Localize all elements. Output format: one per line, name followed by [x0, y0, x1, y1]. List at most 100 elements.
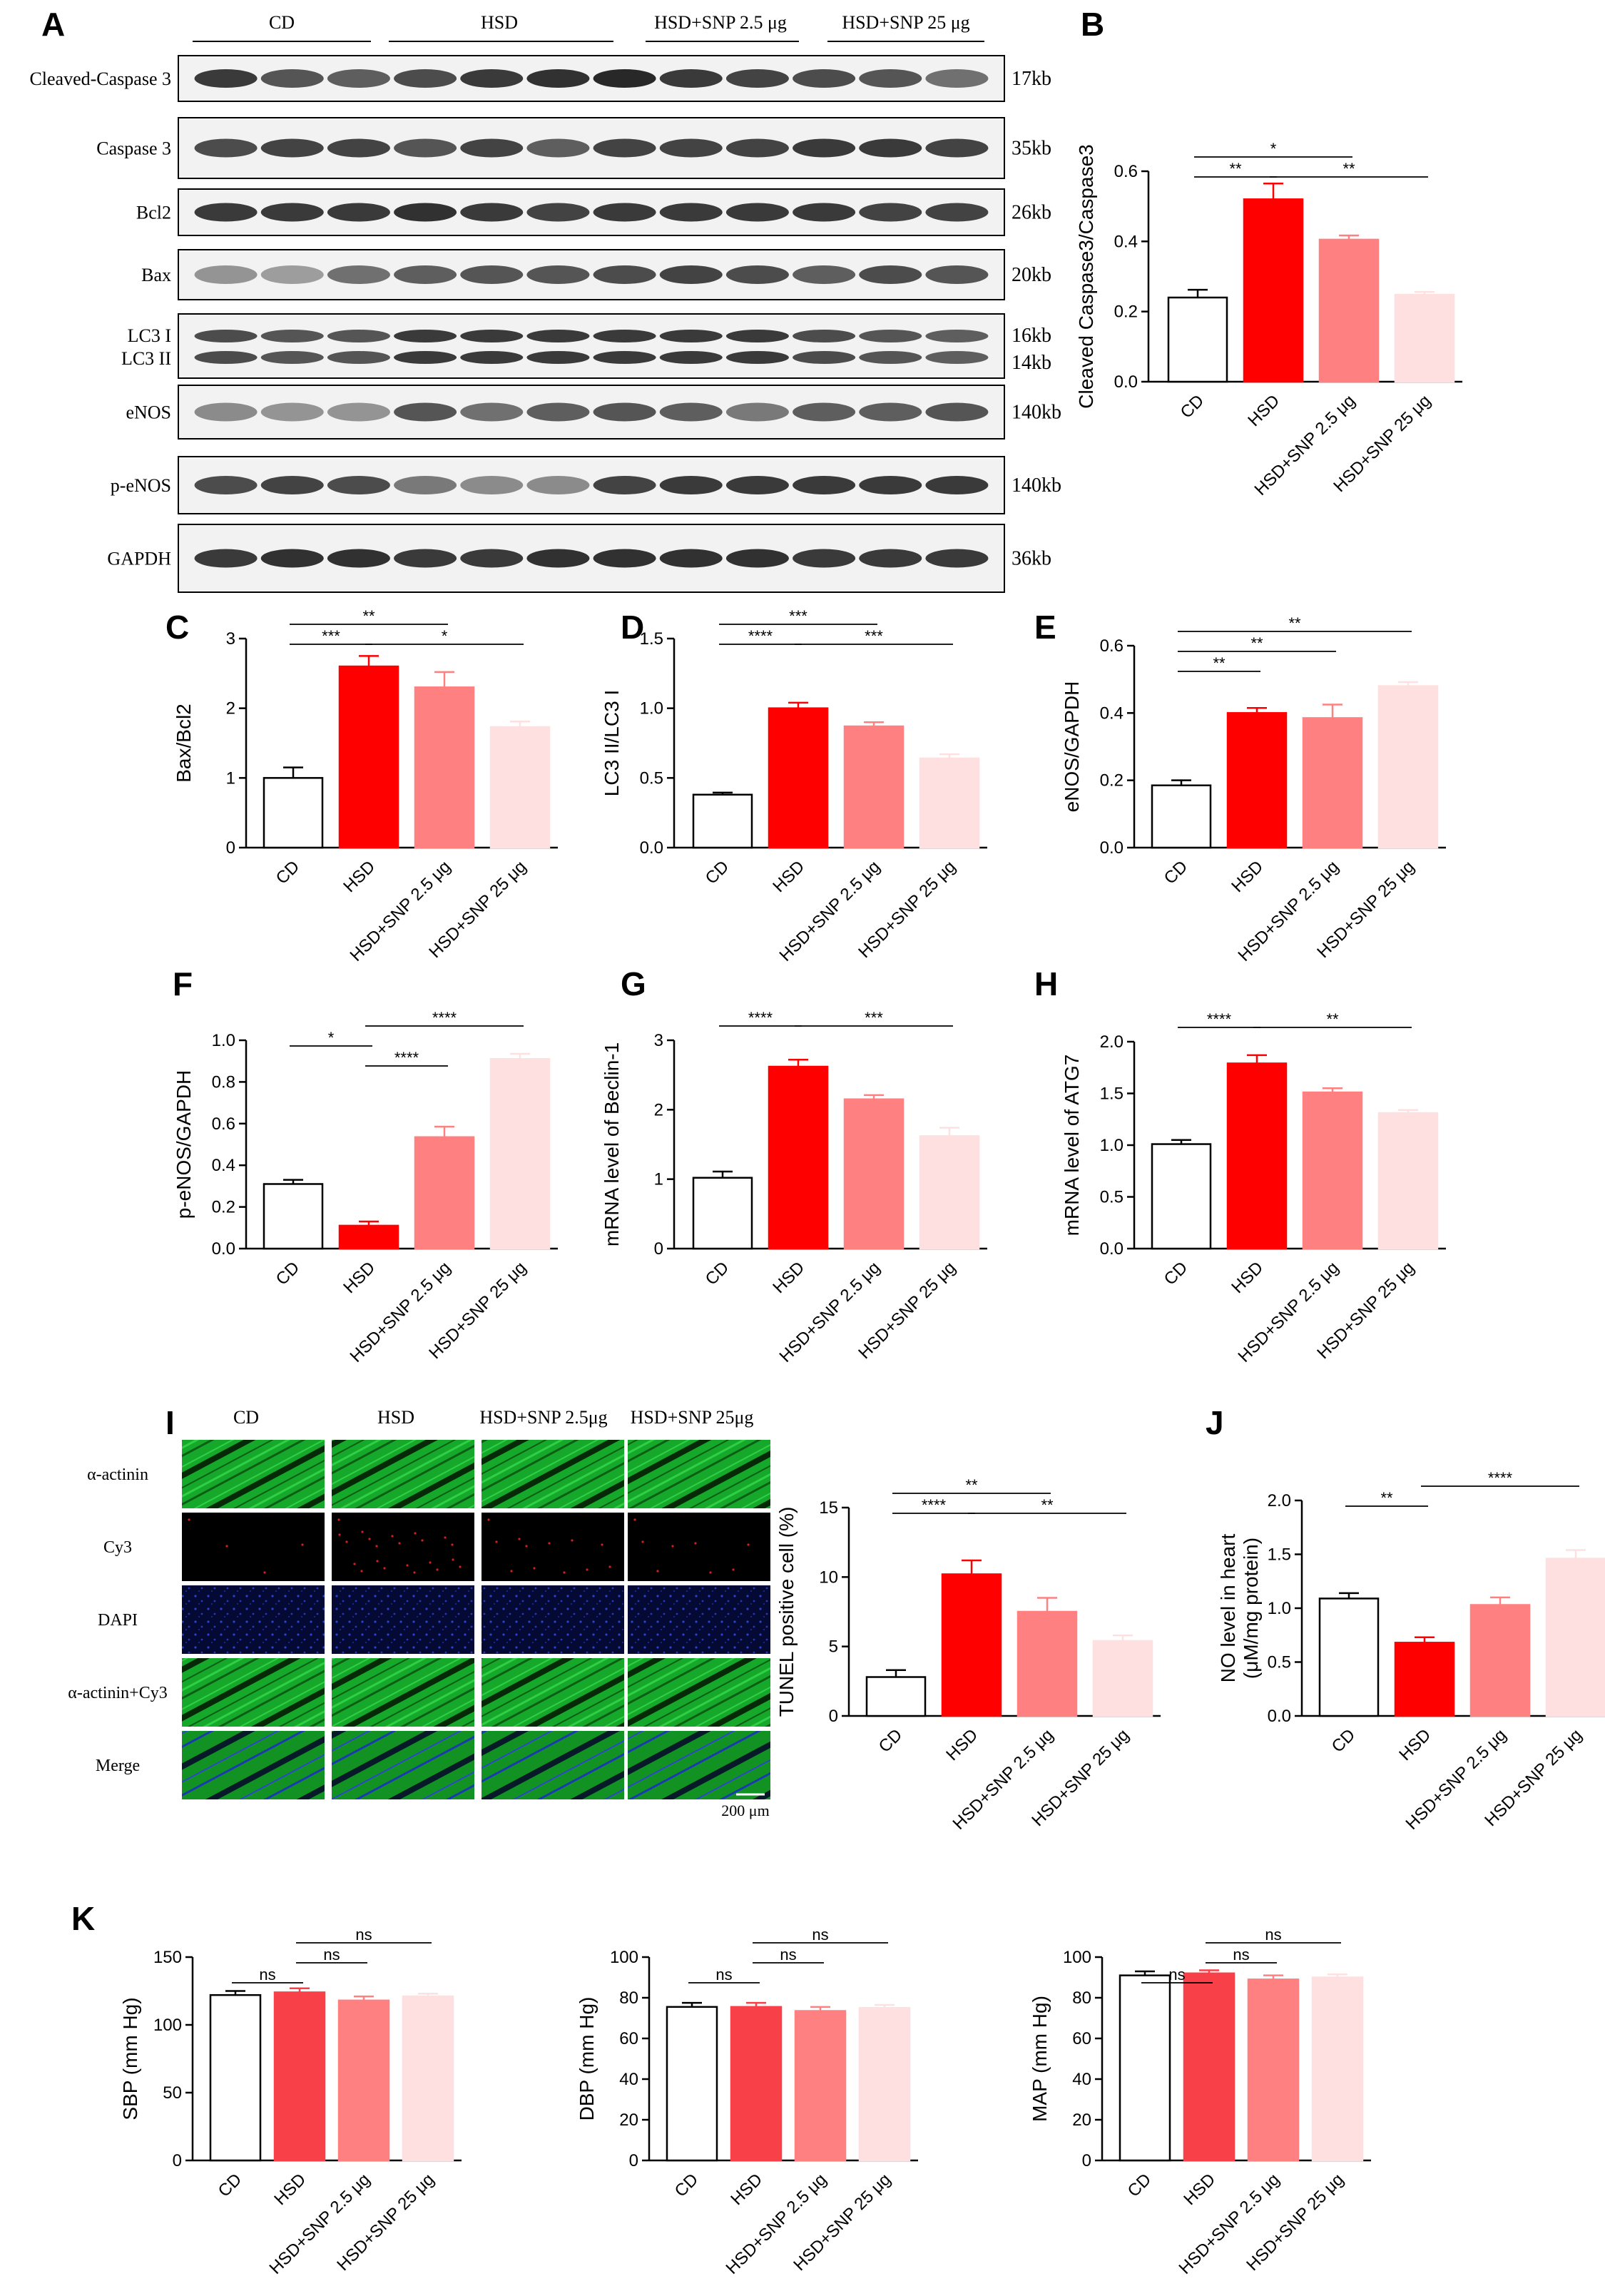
significance-label: ns: [259, 1966, 275, 1983]
bar: [843, 1098, 905, 1250]
bar: [1302, 1091, 1363, 1250]
tunel-dot: [563, 1571, 566, 1574]
micro-column-label: CD: [233, 1407, 259, 1428]
micrograph-tile: [482, 1513, 624, 1581]
blot-band: [460, 203, 524, 222]
y-tick-label: 1.0: [212, 1031, 235, 1050]
tunel-dot: [671, 1545, 674, 1548]
y-tick-label: 1: [226, 768, 235, 788]
blot-band: [793, 138, 856, 158]
significance-label: **: [1342, 160, 1355, 178]
significance-label: ns: [1233, 1946, 1249, 1964]
tunel-dot: [694, 1542, 697, 1545]
chart-b: 0.0 0.2 0.4 0.6 Cleaved Caspase3/Caspase3 CD H…: [1075, 140, 1462, 499]
x-category-label: CD: [1124, 2170, 1156, 2201]
y-tick-label: 1.5: [1268, 1545, 1291, 1565]
tunel-dot: [452, 1558, 454, 1561]
y-tick-label: 0.0: [1100, 838, 1124, 858]
micrograph-tile: [482, 1440, 624, 1508]
significance-label: ns: [780, 1946, 796, 1964]
bar: [1469, 1604, 1531, 1717]
bar: [1151, 1143, 1212, 1250]
y-tick-label: 0: [1082, 2151, 1091, 2170]
y-tick-label: 0: [654, 1239, 663, 1259]
blot-band: [859, 265, 922, 284]
blot-band: [659, 351, 723, 364]
bar: [692, 1177, 753, 1250]
tunel-dot: [608, 1565, 611, 1568]
significance-label: **: [1229, 160, 1242, 178]
bar: [209, 1993, 262, 2162]
blot-band: [327, 138, 390, 158]
tunel-dot: [375, 1545, 378, 1548]
blot-band: [394, 138, 457, 158]
bar: [1318, 238, 1380, 383]
bar: [1247, 1978, 1300, 2162]
tunel-dot: [732, 1568, 735, 1571]
y-tick-label: 60: [619, 2029, 638, 2048]
y-axis-label: NO level in heart: [1217, 1534, 1239, 1683]
y-tick-label: 0.5: [1268, 1653, 1291, 1672]
y-tick-label: 0.4: [212, 1156, 235, 1175]
blot-band: [327, 330, 390, 342]
tunel-dot: [383, 1567, 386, 1570]
micro-column-label: HSD+SNP 2.5μg: [479, 1407, 607, 1428]
blot-row-label: LC3 I: [128, 325, 171, 346]
blot-band: [460, 138, 524, 158]
tunel-dot: [391, 1535, 394, 1538]
significance-label: **: [1213, 654, 1226, 672]
bar: [1302, 717, 1363, 849]
significance-label: **: [1326, 1010, 1339, 1028]
blot-band: [194, 402, 258, 422]
blot-band: [925, 265, 989, 284]
blot-band: [593, 476, 656, 494]
blot-size-label: 140kb: [1012, 474, 1061, 497]
bar: [1394, 1642, 1455, 1717]
blot-band: [725, 476, 789, 494]
significance-label: ***: [865, 627, 883, 645]
y-axis-label-2: (μM/mg protein): [1240, 1538, 1262, 1679]
micrograph-tile: [628, 1731, 770, 1799]
y-tick-label: 100: [1063, 1948, 1091, 1967]
y-tick-label: 0: [629, 2151, 638, 2170]
blot-band: [925, 138, 989, 158]
tunel-dot: [421, 1539, 424, 1542]
bar: [692, 793, 753, 849]
y-tick-label: 100: [610, 1948, 638, 1967]
tunel-dot: [444, 1536, 447, 1539]
blot-size-label: 26kb: [1012, 202, 1051, 224]
blot-band: [793, 69, 856, 88]
blot-row-label: Caspase 3: [96, 138, 171, 159]
blot-band: [859, 402, 922, 422]
micrograph-tile: [482, 1731, 624, 1799]
tunel-dot: [414, 1532, 417, 1535]
y-axis-label: TUNEL positive cell (%): [775, 1507, 798, 1717]
significance-label: ****: [394, 1049, 419, 1067]
micrograph-tile: [182, 1440, 325, 1508]
blot-band: [394, 265, 457, 284]
blot-band: [526, 476, 590, 494]
significance-label: ns: [323, 1946, 340, 1964]
blot-band: [659, 203, 723, 222]
tunel-dot: [338, 1533, 341, 1536]
scale-bar-label: 200 μm: [721, 1802, 769, 1819]
y-tick-label: 1.0: [640, 699, 663, 718]
blot-band: [460, 476, 524, 494]
tunel-dot: [571, 1539, 574, 1542]
blot-band: [925, 549, 989, 568]
y-tick-label: 60: [1072, 2029, 1091, 2048]
panel-letter-a: A: [41, 6, 65, 43]
y-tick-label: 0.2: [212, 1198, 235, 1217]
blot-band: [327, 351, 390, 364]
x-category-label: HSD: [1228, 1258, 1267, 1297]
bar: [1226, 1062, 1288, 1250]
bar: [337, 1999, 390, 2162]
x-category-label: CD: [875, 1725, 907, 1757]
significance-label: *: [442, 627, 448, 645]
y-axis-label: DBP (mm Hg): [576, 1997, 598, 2121]
